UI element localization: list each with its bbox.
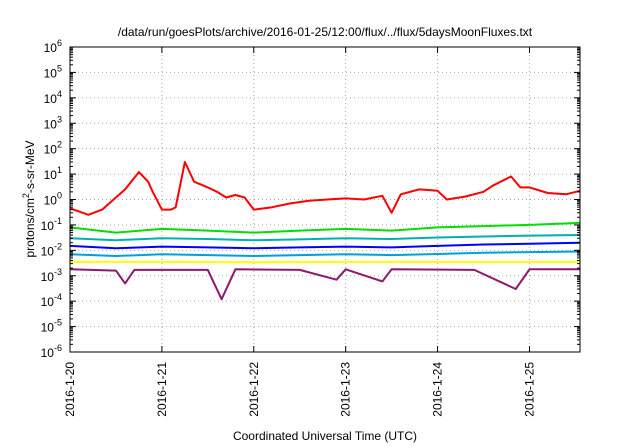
x-axis-label: Coordinated Universal Time (UTC) [233,429,417,443]
y-tick-label: 101 [44,165,62,182]
series-line-4 [69,241,581,250]
x-tick-label: 2016-1-20 [63,362,77,417]
y-axis-label: protons/cm2-s-sr-MeV [21,140,37,257]
y-tick-label: 102 [44,140,62,157]
chart-title: /data/run/goesPlots/archive/2016-01-25/1… [118,25,533,39]
y-tick-label: 106 [44,38,62,55]
y-axis-label-tail: -s-sr-MeV [23,140,37,193]
y-tick-labels: 106 105 104 103 102 101 100 10-1 10-2 10-3 10-4 10-… [41,38,62,360]
x-tick-label: 2016-1-23 [339,362,353,417]
x-tick-label: 2016-1-25 [522,362,536,417]
y-tick-label: 10-4 [41,292,62,309]
series-group [69,161,581,301]
y-tick-label: 10-2 [41,241,62,258]
y-tick-label: 100 [44,191,62,208]
series-line-1 [69,161,581,216]
series-line-5 [69,250,581,257]
ticks [69,46,580,353]
y-tick-label: 10-3 [41,267,62,284]
y-axis-label-main: protons/cm [23,198,37,257]
series-line-7 [69,268,580,301]
x-tick-labels: 2016-1-20 2016-1-21 2016-1-22 2016-1-23 2016… [63,362,536,417]
y-axis-label-sup: 2 [21,193,31,198]
x-tick-label: 2016-1-21 [155,362,169,417]
series-line-2 [69,221,581,234]
y-tick-label: 10-1 [41,216,62,233]
y-tick-label: 10-6 [41,343,62,360]
series-line-3 [69,234,581,242]
y-tick-label: 104 [44,89,62,106]
y-tick-label: 10-5 [41,318,62,335]
y-tick-label: 105 [44,63,62,80]
x-tick-label: 2016-1-24 [431,362,445,417]
y-tick-label: 103 [44,114,62,131]
x-tick-label: 2016-1-22 [247,362,261,417]
